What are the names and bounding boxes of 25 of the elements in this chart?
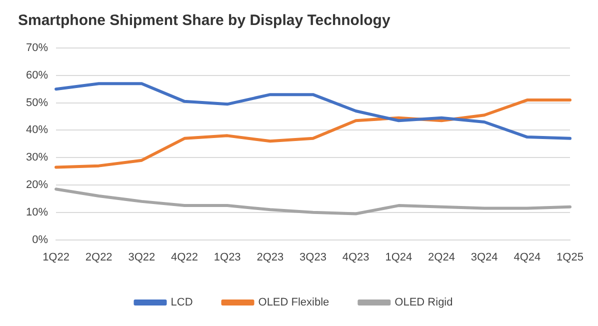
x-tick-label: 3Q22 <box>128 251 156 264</box>
y-tick-label: 20% <box>26 179 48 192</box>
x-tick-label: 2Q22 <box>85 251 112 264</box>
x-tick-label: 1Q22 <box>42 251 70 264</box>
x-tick-label: 3Q24 <box>470 251 498 264</box>
y-tick-label: 30% <box>26 152 48 164</box>
x-tick-label: 1Q25 <box>556 251 584 264</box>
y-tick-label: 60% <box>26 69 48 82</box>
x-tick-label: 4Q23 <box>342 251 370 264</box>
y-tick-label: 40% <box>26 124 48 136</box>
legend-label: OLED Rigid <box>394 296 453 309</box>
y-tick-label: 70% <box>26 42 48 54</box>
x-tick-label: 1Q24 <box>385 251 412 264</box>
legend-label: OLED Flexible <box>258 296 330 309</box>
x-tick-label: 4Q22 <box>171 251 198 264</box>
x-tick-label: 2Q24 <box>428 251 455 264</box>
legend-label: LCD <box>170 296 193 309</box>
x-tick-label: 1Q23 <box>214 251 241 264</box>
x-tick-label: 4Q24 <box>514 251 541 264</box>
x-tick-label: 3Q23 <box>300 251 326 264</box>
x-tick-label: 2Q23 <box>256 251 284 264</box>
y-tick-label: 50% <box>26 96 48 109</box>
y-tick-label: 10% <box>26 206 48 218</box>
chart-title: Smartphone Shipment Share by Display Technology <box>18 12 391 30</box>
y-tick-label: 0% <box>32 234 48 246</box>
